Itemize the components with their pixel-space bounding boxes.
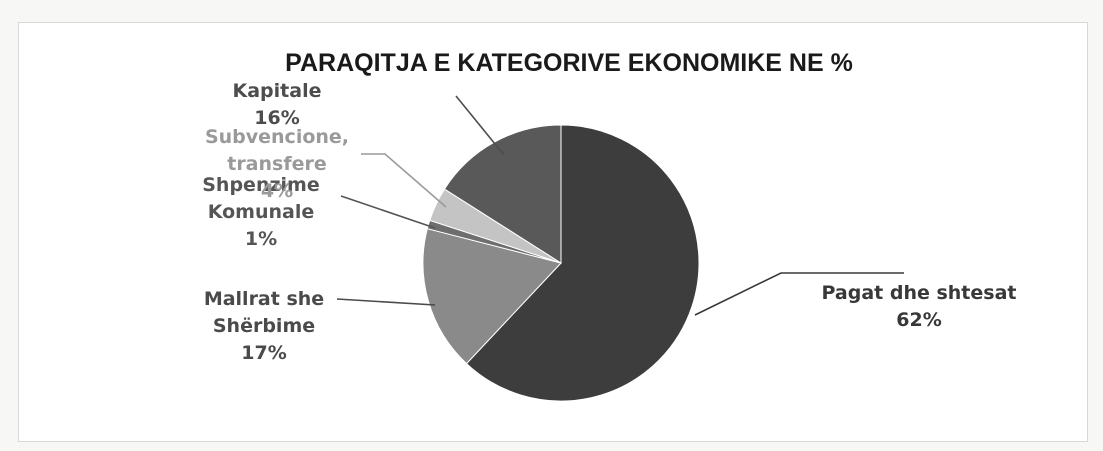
data-label-name-5: Kapitale	[233, 80, 322, 102]
data-label-percent-3: 1%	[245, 228, 277, 250]
leader-line-5	[455, 95, 505, 156]
pie-slice-1	[465, 124, 700, 402]
leader-line-1	[694, 272, 904, 316]
data-label-name-4: transfere	[227, 153, 327, 175]
leader-line-3	[340, 195, 436, 229]
leader-line-4	[361, 153, 447, 208]
pie-chart: PARAQITJA E KATEGORIVE EKONOMIKE NE % Pa…	[202, 49, 1017, 402]
data-label-name-2: Mallrat she	[204, 288, 324, 310]
data-label-name-1: Pagat dhe shtesat	[821, 282, 1016, 304]
pie-slice-2	[422, 228, 562, 365]
leader-line-2	[336, 298, 436, 306]
data-label-percent-5: 16%	[254, 107, 299, 129]
chart-title: PARAQITJA E KATEGORIVE EKONOMIKE NE %	[285, 49, 853, 77]
data-label-percent-1: 62%	[896, 309, 941, 331]
data-label-name-3: Shpenzime	[202, 174, 319, 196]
data-label-percent-4: 4%	[261, 180, 293, 202]
data-label-percent-2: 17%	[241, 342, 286, 364]
chart-frame: PARAQITJA E KATEGORIVE EKONOMIKE NE % Pa…	[18, 22, 1088, 442]
data-label-name-3: Komunale	[208, 201, 315, 223]
data-label-name-4: Subvencione,	[205, 126, 349, 148]
data-label-name-2: Shërbime	[213, 315, 315, 337]
